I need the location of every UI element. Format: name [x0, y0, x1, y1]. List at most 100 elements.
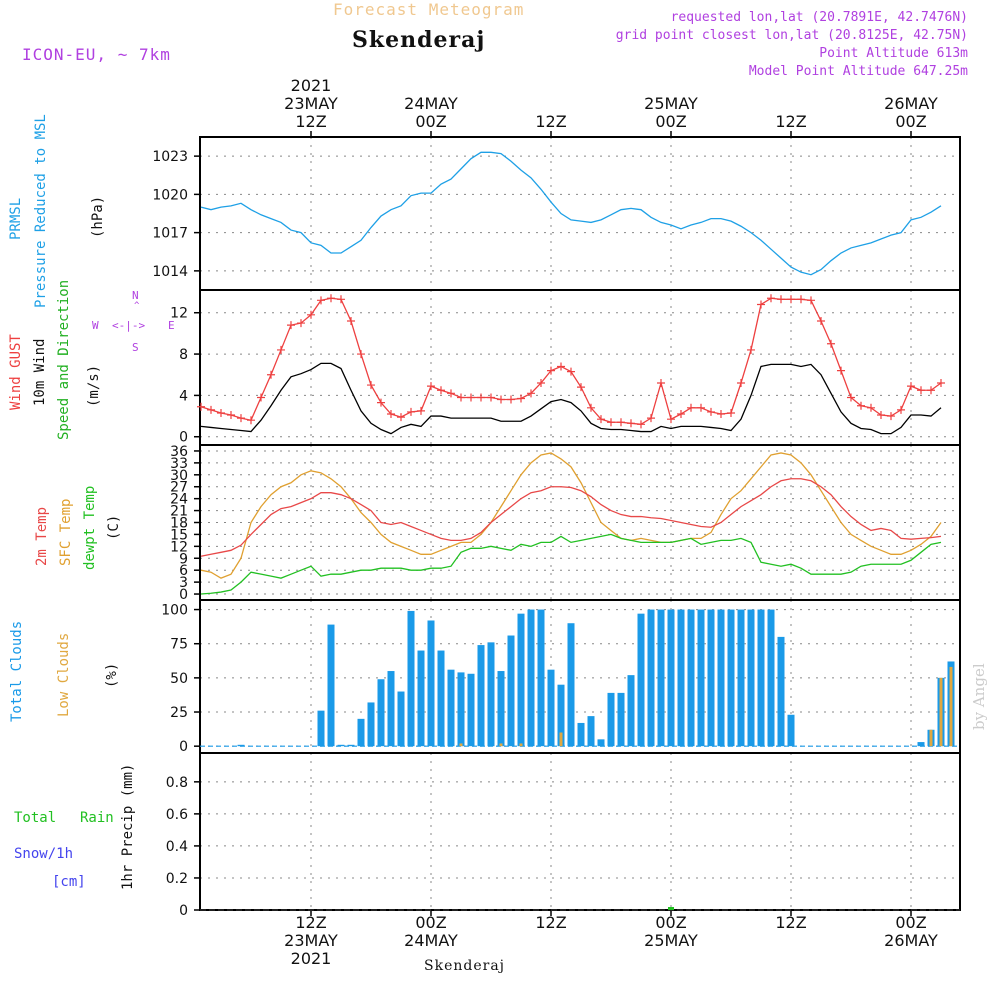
gust-point-marker	[367, 381, 375, 390]
low-cloud-bar	[519, 743, 523, 747]
total-cloud-bar	[737, 609, 745, 747]
y-tick-label: 27	[170, 480, 188, 496]
gust-point-marker	[207, 405, 215, 414]
pressure-series-line	[200, 151, 942, 276]
y-tick-label: 18	[170, 516, 188, 532]
y-tick-label: 75	[170, 637, 188, 653]
panel-0: 1014 1017 1020 1023	[152, 136, 961, 291]
gust-point-marker	[657, 379, 665, 387]
compass-n: N	[132, 289, 139, 302]
x-tick-label-bottom: 12Z	[535, 913, 566, 932]
y-tick-label: 1023	[152, 149, 188, 165]
gust-point-marker	[217, 408, 225, 417]
gust-point-marker	[687, 403, 695, 412]
gust-point-marker	[527, 389, 535, 398]
gust-point-marker	[937, 379, 945, 387]
y-tick-label: 50	[170, 671, 188, 687]
compass-rose: N ^ W <-|-> E S	[90, 289, 180, 359]
total-cloud-bar	[617, 692, 625, 747]
gust-point-marker	[307, 310, 315, 319]
y-tick-label: 0.2	[166, 871, 188, 887]
gust-point-marker	[767, 294, 775, 303]
panel-frame	[199, 752, 961, 911]
gust-point-marker	[267, 370, 275, 379]
x-tick-label-top: 00Z	[655, 112, 686, 131]
total-cloud-bar	[577, 722, 585, 747]
gust-series-line	[200, 297, 942, 426]
total-cloud-bar	[357, 718, 365, 747]
total-cloud-bar	[567, 623, 575, 747]
x-tick-label-top: 25MAY	[644, 94, 698, 113]
y-tick-label: 3	[179, 575, 188, 591]
temp-2m-series-line	[200, 478, 942, 557]
gust-point-marker	[637, 420, 645, 429]
total-cloud-bar	[507, 635, 515, 747]
y-tick-label: 12	[170, 306, 188, 322]
total-cloud-bar	[367, 702, 375, 747]
gust-point-marker	[197, 402, 205, 411]
y-tick-label: 1014	[152, 264, 188, 280]
y-tick-label: 8	[179, 347, 188, 363]
gust-point-marker	[917, 386, 925, 395]
total-cloud-bar	[417, 650, 425, 747]
gust-point-marker	[547, 366, 555, 375]
low-cloud-bar	[459, 743, 463, 747]
total-cloud-bar	[697, 609, 705, 747]
gust-point-marker	[427, 382, 435, 391]
gust-point-marker	[277, 345, 285, 354]
total-cloud-bar	[517, 613, 525, 747]
y-tick-label: 0	[179, 903, 188, 919]
total-cloud-bar	[427, 620, 435, 747]
y-tick-label: 0.8	[166, 775, 188, 791]
gust-point-marker	[817, 317, 825, 325]
model-label: ICON-EU, ~ 7km	[22, 45, 171, 64]
low-cloud-bar	[499, 743, 503, 747]
total-cloud-bar	[657, 609, 665, 747]
compass-e: E	[168, 319, 175, 332]
x-tick-label-bottom: 24MAY	[404, 931, 458, 950]
total-cloud-bar	[627, 675, 635, 747]
x-tick-label-top: 12Z	[295, 112, 326, 131]
gust-point-marker	[287, 321, 295, 330]
x-tick-label-bottom: 26MAY	[884, 931, 938, 950]
gust-point-marker	[437, 386, 445, 395]
y-tick-label: 15	[170, 527, 188, 543]
gust-point-marker	[567, 367, 575, 376]
total-cloud-bar	[587, 716, 595, 747]
gust-point-marker	[497, 395, 505, 404]
x-tick-label-top: 23MAY	[284, 94, 338, 113]
gust-point-marker	[537, 379, 545, 387]
x-tick-label-bottom: 00Z	[895, 913, 926, 932]
requested-coords: requested lon,lat (20.7891E, 42.7476N)	[670, 10, 968, 25]
total-cloud-bar	[397, 691, 405, 747]
total-cloud-bar	[667, 609, 675, 747]
total-cloud-bar	[347, 744, 355, 747]
y-tick-label: 36	[170, 444, 188, 460]
gust-point-marker	[707, 407, 715, 416]
x-tick-label-top: 24MAY	[404, 94, 458, 113]
gust-point-marker	[677, 410, 685, 418]
total-cloud-bar	[497, 671, 505, 747]
dewpt-series-line	[200, 533, 942, 595]
total-cloud-bar	[537, 609, 545, 747]
x-tick-label-bottom: 2021	[291, 949, 332, 968]
total-cloud-bar	[917, 742, 925, 747]
low-cloud-bar	[929, 729, 933, 747]
total-cloud-bar	[237, 744, 245, 747]
x-tick-label-bottom: 12Z	[775, 913, 806, 932]
gust-point-marker	[787, 295, 795, 304]
total-cloud-bar	[487, 642, 495, 747]
gust-point-marker	[697, 403, 705, 412]
total-cloud-bar	[747, 609, 755, 747]
total-cloud-bar	[777, 636, 785, 747]
x-tick-label-bottom: 12Z	[295, 913, 326, 932]
model-altitude: Model Point Altitude 647.25m	[748, 64, 968, 79]
x-tick-label-bottom: 00Z	[415, 913, 446, 932]
gust-point-marker	[747, 345, 755, 354]
x-tick-label-bottom: 25MAY	[644, 931, 698, 950]
gust-point-marker	[487, 393, 495, 402]
point-altitude: Point Altitude 613m	[819, 46, 968, 61]
total-cloud-bar	[377, 679, 385, 747]
total-label: Total	[14, 810, 57, 826]
